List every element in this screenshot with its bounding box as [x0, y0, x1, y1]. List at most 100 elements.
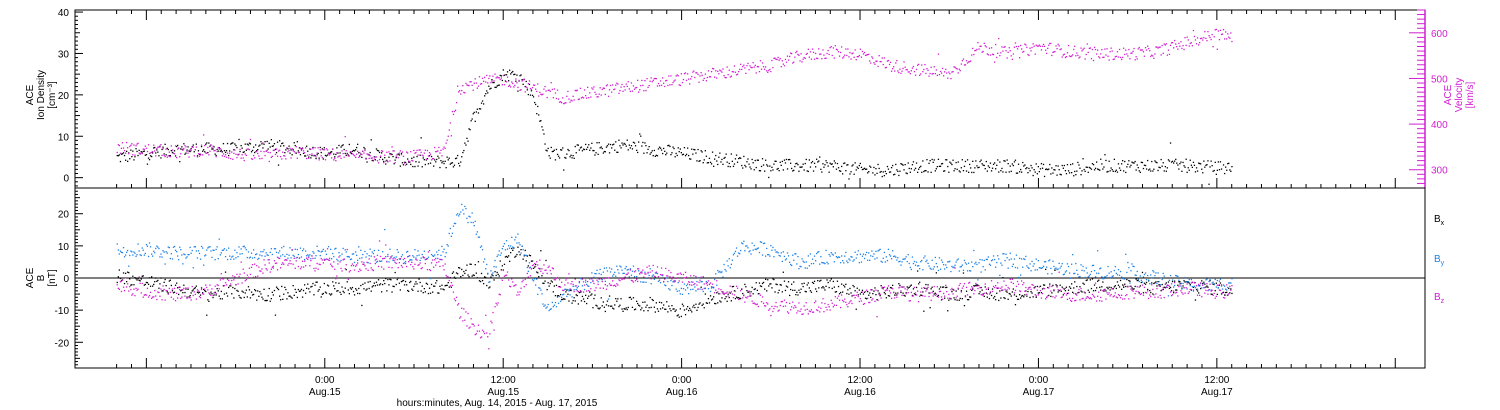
- bz-point: [612, 280, 614, 282]
- density-point: [235, 144, 237, 147]
- top-right-axis-title: ACE Velocity [km/s]: [1443, 78, 1476, 112]
- bz-point: [426, 269, 429, 271]
- bz-point: [660, 267, 663, 269]
- bx-point: [543, 282, 545, 284]
- bx-point: [727, 293, 729, 295]
- density-point: [702, 162, 704, 164]
- bz-point: [447, 276, 449, 278]
- by-point: [1045, 261, 1047, 263]
- velocity-point: [629, 90, 631, 92]
- bx-point: [378, 284, 381, 286]
- bx-point: [1032, 296, 1034, 298]
- by-point: [624, 267, 626, 270]
- velocity-point: [166, 156, 168, 158]
- by-point: [599, 268, 601, 271]
- density-point: [946, 159, 948, 161]
- by-point: [1064, 271, 1067, 273]
- velocity-point: [722, 68, 724, 70]
- density-point: [924, 170, 926, 172]
- by-point: [880, 260, 882, 262]
- bx-point: [1092, 290, 1095, 292]
- by-point: [511, 236, 513, 238]
- velocity-point: [267, 151, 269, 154]
- density-point: [167, 148, 169, 151]
- bx-point: [1228, 287, 1230, 290]
- by-point: [1065, 270, 1068, 272]
- by-point: [1101, 276, 1103, 278]
- bz-point: [553, 279, 555, 281]
- density-point: [844, 162, 846, 164]
- velocity-point: [676, 74, 678, 76]
- velocity-point: [513, 86, 515, 88]
- bz-point: [504, 274, 507, 277]
- by-point: [463, 213, 465, 215]
- velocity-point: [870, 62, 872, 64]
- bx-point: [119, 277, 122, 280]
- by-point: [861, 255, 864, 257]
- velocity-point: [145, 147, 148, 149]
- density-point: [1109, 170, 1111, 172]
- velocity-point: [717, 70, 719, 72]
- velocity-point: [461, 90, 463, 92]
- by-point: [1192, 290, 1195, 292]
- by-point: [282, 254, 284, 256]
- density-point: [314, 154, 316, 157]
- density-point: [478, 108, 481, 110]
- bz-point: [291, 249, 293, 251]
- by-point: [758, 251, 761, 254]
- bz-point: [177, 297, 179, 299]
- bx-point: [671, 305, 673, 307]
- bz-point: [604, 284, 606, 286]
- by-point: [859, 253, 861, 255]
- by-point: [1025, 255, 1027, 258]
- by-point: [192, 267, 194, 269]
- velocity-point: [1222, 29, 1225, 31]
- velocity-point: [433, 158, 435, 160]
- velocity-point: [178, 147, 180, 149]
- velocity-point: [497, 77, 499, 79]
- by-point: [364, 250, 366, 253]
- density-point: [403, 161, 406, 163]
- velocity-point: [594, 91, 596, 93]
- bx-point: [1129, 280, 1131, 282]
- bz-point: [551, 267, 553, 269]
- by-point: [1206, 278, 1208, 280]
- bx-point: [1126, 278, 1128, 281]
- density-point: [181, 146, 183, 148]
- velocity-point: [155, 155, 157, 157]
- by-point: [672, 281, 674, 283]
- bx-point: [1229, 292, 1231, 294]
- density-point: [979, 160, 981, 163]
- bz-point: [204, 288, 206, 290]
- velocity-point: [317, 147, 319, 149]
- velocity-point: [525, 86, 527, 88]
- bz-point: [617, 284, 619, 286]
- velocity-point: [237, 154, 239, 156]
- density-point: [978, 166, 980, 168]
- velocity-point: [987, 54, 989, 56]
- velocity-axis-title-line: Velocity: [1454, 78, 1465, 112]
- velocity-point: [878, 55, 880, 57]
- density-point: [971, 171, 973, 174]
- bx-point: [248, 289, 251, 291]
- bz-point: [316, 262, 318, 265]
- bx-point: [910, 284, 912, 286]
- by-point: [1097, 250, 1099, 252]
- bx-point: [1109, 289, 1111, 291]
- bx-point: [958, 299, 960, 301]
- bx-point: [294, 288, 296, 291]
- bx-point: [807, 282, 809, 284]
- density-point: [1086, 166, 1088, 168]
- velocity-point: [630, 82, 633, 84]
- bx-point: [928, 292, 930, 294]
- density-point: [813, 162, 816, 164]
- bx-point: [1045, 268, 1047, 270]
- bx-point: [200, 287, 203, 289]
- density-point: [411, 157, 413, 159]
- velocity-point: [137, 142, 139, 144]
- by-point: [750, 253, 752, 255]
- bz-point: [543, 264, 545, 266]
- velocity-point: [707, 70, 710, 72]
- by-point: [849, 259, 851, 261]
- bz-point: [537, 264, 539, 266]
